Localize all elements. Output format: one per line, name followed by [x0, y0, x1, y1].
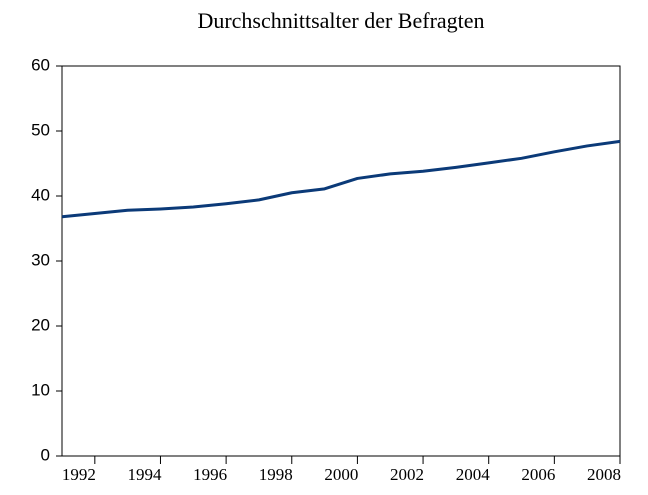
- x-tick-label: 2002: [390, 465, 424, 484]
- plot-frame: [61, 65, 621, 457]
- data-line: [61, 139, 621, 219]
- x-tick-label: 2006: [521, 465, 555, 484]
- y-tick-label: 0: [41, 445, 50, 464]
- x-tick-label: 1994: [127, 465, 162, 484]
- y-tick-label: 30: [31, 250, 50, 269]
- chart-title: Durchschnittsalter der Befragten: [197, 8, 484, 33]
- y-tick-label: 10: [31, 380, 50, 399]
- y-tick-label: 60: [31, 55, 50, 74]
- y-tick-label: 40: [31, 185, 50, 204]
- y-tick-label: 50: [31, 120, 50, 139]
- x-tick-label: 1996: [193, 465, 227, 484]
- y-tick-label: 20: [31, 315, 50, 334]
- x-tick-label: 1998: [259, 465, 293, 484]
- x-tick-label: 2000: [324, 465, 358, 484]
- x-tick-label: 2004: [456, 465, 491, 484]
- x-tick-label: 1992: [62, 465, 96, 484]
- x-tick-label: 2008: [587, 465, 621, 484]
